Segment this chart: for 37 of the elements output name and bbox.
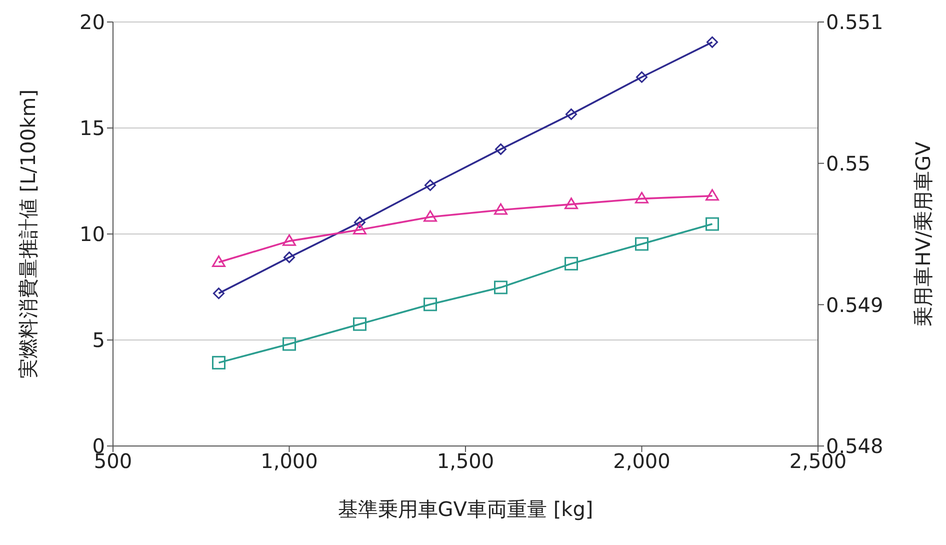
point — [706, 189, 719, 201]
point — [495, 143, 506, 155]
point — [282, 337, 296, 351]
point — [424, 210, 437, 222]
point — [424, 179, 436, 191]
x-axis-title: 基準乗用車GV車両重量 [kg] — [338, 497, 594, 521]
y-tick-label: 10 — [80, 222, 105, 246]
point — [564, 198, 578, 210]
point — [212, 356, 226, 370]
point — [635, 237, 648, 251]
point — [282, 234, 296, 246]
point — [212, 256, 226, 268]
point — [706, 36, 718, 48]
point — [566, 108, 577, 120]
y2-tick-label: 0.549 — [826, 292, 884, 317]
y-axis-title: 実燃料消費量推計値 [L/100km] — [16, 89, 40, 379]
point — [635, 192, 648, 204]
point — [706, 217, 719, 231]
point — [284, 252, 295, 264]
y2-tick-label: 0.551 — [826, 10, 884, 34]
x-tick-label: 1,500 — [436, 449, 494, 474]
point — [354, 216, 366, 228]
x-tick-label: 2,000 — [613, 449, 670, 474]
point — [636, 71, 648, 83]
point — [494, 203, 508, 215]
x-tick-label: 1,000 — [260, 449, 318, 474]
y2-tick-label: 0.55 — [826, 151, 871, 176]
point — [353, 223, 366, 235]
point — [494, 280, 508, 294]
y-tick-label: 15 — [80, 116, 105, 140]
y-tick-label: 20 — [80, 10, 105, 34]
y2-axis-title: 乗用車HV/乗用車GV — [911, 141, 936, 326]
point — [353, 317, 366, 331]
y-tick-label: 5 — [92, 328, 105, 352]
point — [564, 256, 578, 270]
point — [424, 298, 437, 312]
point — [213, 288, 224, 300]
